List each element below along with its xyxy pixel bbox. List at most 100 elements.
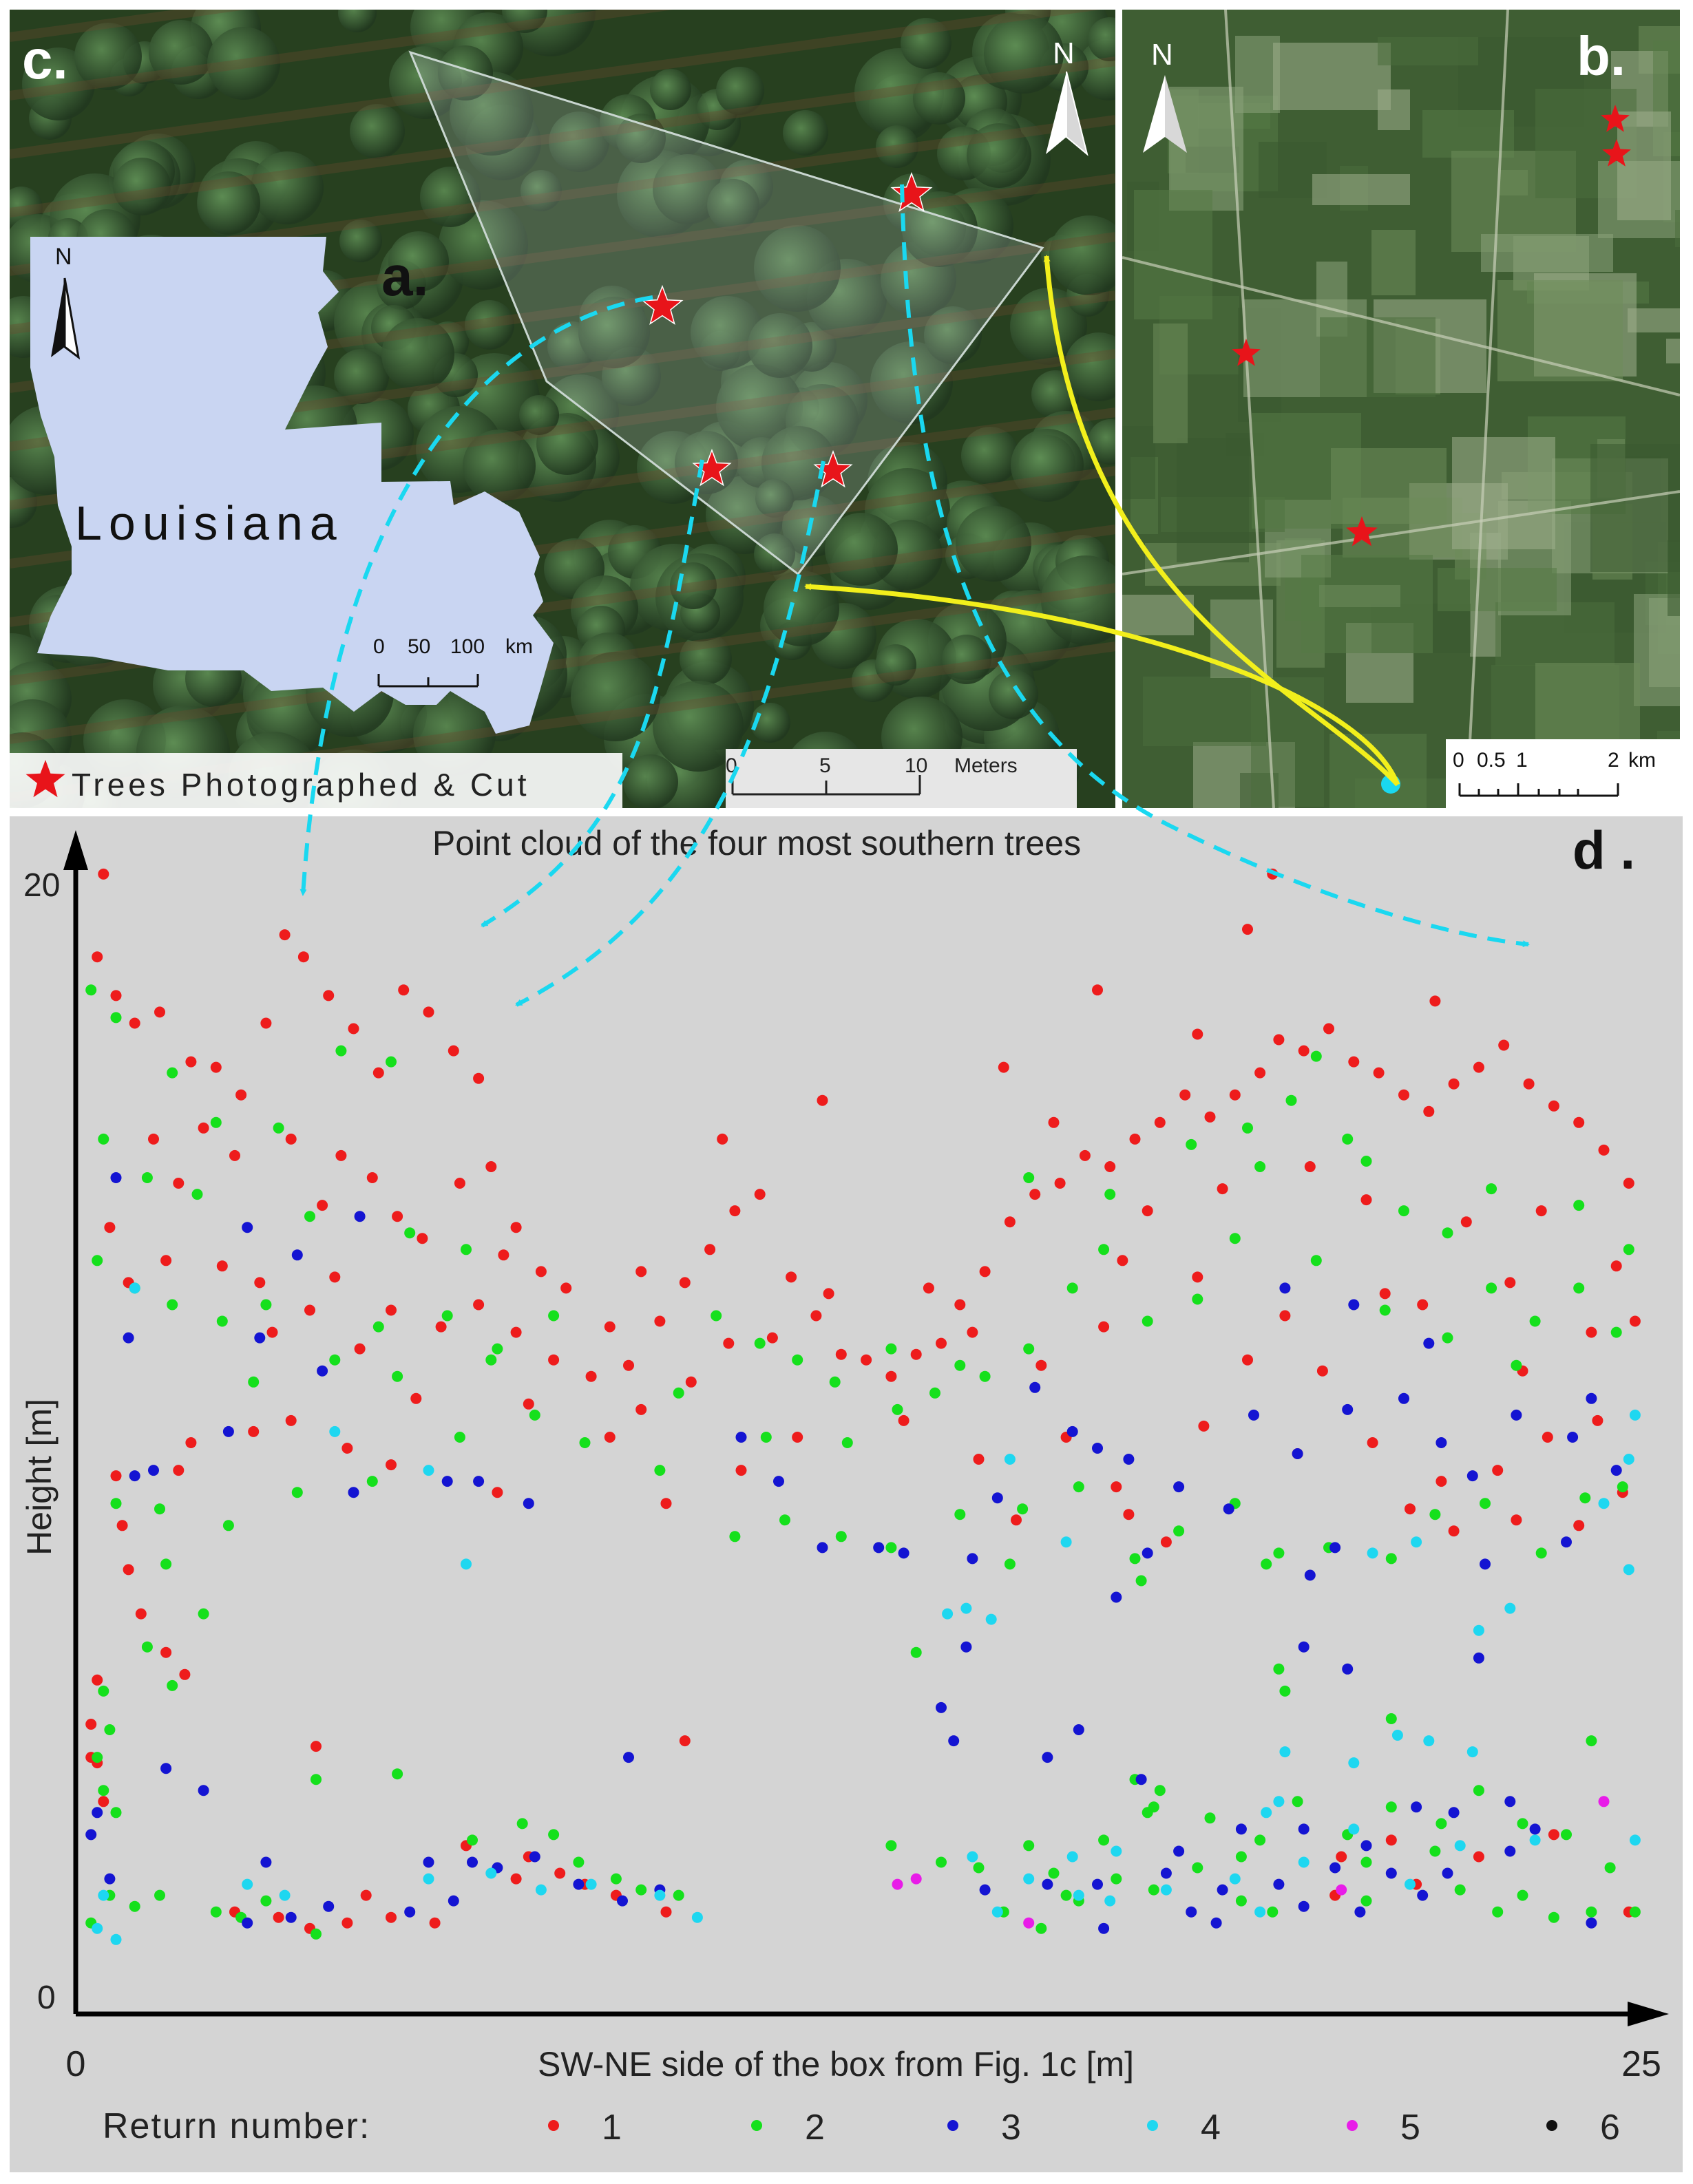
point-return-3 (1342, 1663, 1354, 1675)
point-return-2 (141, 1172, 153, 1183)
point-return-3 (441, 1476, 453, 1487)
point-return-1 (1242, 924, 1253, 935)
point-return-3 (1142, 1547, 1153, 1559)
point-return-2 (154, 1889, 165, 1901)
point-return-2 (191, 1189, 203, 1200)
inset-scale-unit: km (505, 635, 533, 658)
point-return-3 (123, 1332, 134, 1344)
point-return-2 (1261, 1558, 1272, 1570)
land-patch (1122, 595, 1194, 635)
y-tick-0: 0 (37, 1980, 56, 2016)
point-return-3 (448, 1895, 459, 1907)
land-patch (1329, 734, 1427, 808)
point-return-2 (1454, 1884, 1466, 1896)
point-return-2 (110, 1498, 122, 1509)
point-return-2 (366, 1476, 378, 1487)
point-return-2 (779, 1514, 790, 1526)
point-return-1 (454, 1178, 465, 1189)
point-return-3 (1217, 1884, 1228, 1896)
point-return-2 (711, 1310, 722, 1322)
point-return-4 (1367, 1547, 1378, 1559)
point-return-1 (1298, 1045, 1310, 1057)
point-return-1 (885, 1370, 897, 1382)
point-return-1 (1623, 1178, 1634, 1189)
tree-crown (350, 104, 405, 159)
point-return-3 (898, 1547, 909, 1559)
point-return-3 (148, 1465, 159, 1476)
point-return-2 (1360, 1156, 1372, 1167)
point-return-4 (1629, 1834, 1641, 1846)
point-return-3 (1411, 1801, 1422, 1813)
point-return-2 (792, 1354, 803, 1366)
land-patch (1617, 112, 1671, 220)
point-return-3 (110, 1172, 122, 1183)
point-return-3 (1279, 1282, 1291, 1294)
point-return-2 (1473, 1785, 1484, 1796)
point-return-2 (1267, 1906, 1279, 1918)
point-return-1 (1398, 1089, 1409, 1101)
point-return-1 (498, 1249, 509, 1261)
point-return-2 (492, 1343, 503, 1355)
point-return-4 (92, 1922, 103, 1934)
point-return-1 (1204, 1111, 1216, 1123)
point-return-1 (585, 1370, 597, 1382)
point-return-1 (635, 1266, 647, 1277)
point-return-4 (991, 1906, 1003, 1918)
point-return-2 (260, 1895, 272, 1907)
point-return-1 (1279, 1310, 1291, 1322)
tree-crown (438, 45, 493, 100)
point-return-3 (1073, 1724, 1084, 1735)
point-return-2 (160, 1558, 172, 1570)
x-tick-25: 25 (1621, 2044, 1661, 2084)
point-return-1 (492, 1487, 503, 1498)
point-return-1 (660, 1498, 672, 1509)
point-return-3 (92, 1807, 103, 1819)
point-return-2 (1429, 1509, 1441, 1520)
north-label: N (1053, 36, 1075, 70)
point-return-2 (1548, 1911, 1559, 1923)
point-return-1 (317, 1200, 328, 1211)
tree-crown (549, 112, 609, 172)
point-return-3 (1092, 1878, 1103, 1890)
land-patch (1177, 438, 1249, 562)
point-return-2 (454, 1432, 465, 1443)
chart-title: Point cloud of the four most southern tr… (432, 824, 1081, 862)
point-return-1 (1336, 1851, 1347, 1863)
point-return-1 (1348, 1056, 1360, 1068)
point-return-2 (1535, 1547, 1547, 1559)
point-return-4 (1073, 1889, 1084, 1901)
land-patch (1122, 426, 1155, 499)
point-return-1 (129, 1017, 140, 1029)
point-return-2 (85, 984, 97, 996)
star-icon (25, 760, 65, 798)
point-return-4 (985, 1613, 997, 1625)
point-return-2 (1561, 1829, 1572, 1841)
point-return-2 (392, 1370, 403, 1382)
point-return-1 (398, 984, 410, 996)
point-return-1 (1448, 1525, 1460, 1537)
point-return-4 (98, 1889, 109, 1901)
point-cloud-chart: Point cloud of the four most southern tr… (20, 820, 1669, 2148)
tree-crown (616, 114, 666, 163)
meters-tick-0: 0 (726, 754, 737, 777)
panel-d-label: d . (1573, 820, 1635, 880)
point-return-3 (960, 1641, 972, 1653)
point-return-4 (535, 1884, 547, 1896)
point-return-3 (260, 1856, 272, 1868)
land-patch (1590, 444, 1680, 572)
point-return-2 (141, 1641, 153, 1653)
point-return-1 (216, 1260, 228, 1272)
point-return-2 (210, 1116, 222, 1128)
point-return-2 (1235, 1851, 1247, 1863)
point-return-2 (372, 1321, 384, 1333)
point-return-4 (1298, 1856, 1310, 1868)
point-return-2 (1429, 1845, 1441, 1857)
point-return-1 (979, 1266, 991, 1277)
tree-crown (338, 10, 377, 32)
legend-label-6: 6 (1600, 2108, 1620, 2148)
point-return-1 (297, 951, 309, 963)
point-return-1 (173, 1178, 185, 1189)
point-return-4 (1473, 1624, 1484, 1636)
point-return-3 (1235, 1823, 1247, 1835)
tree-crown (74, 23, 142, 90)
